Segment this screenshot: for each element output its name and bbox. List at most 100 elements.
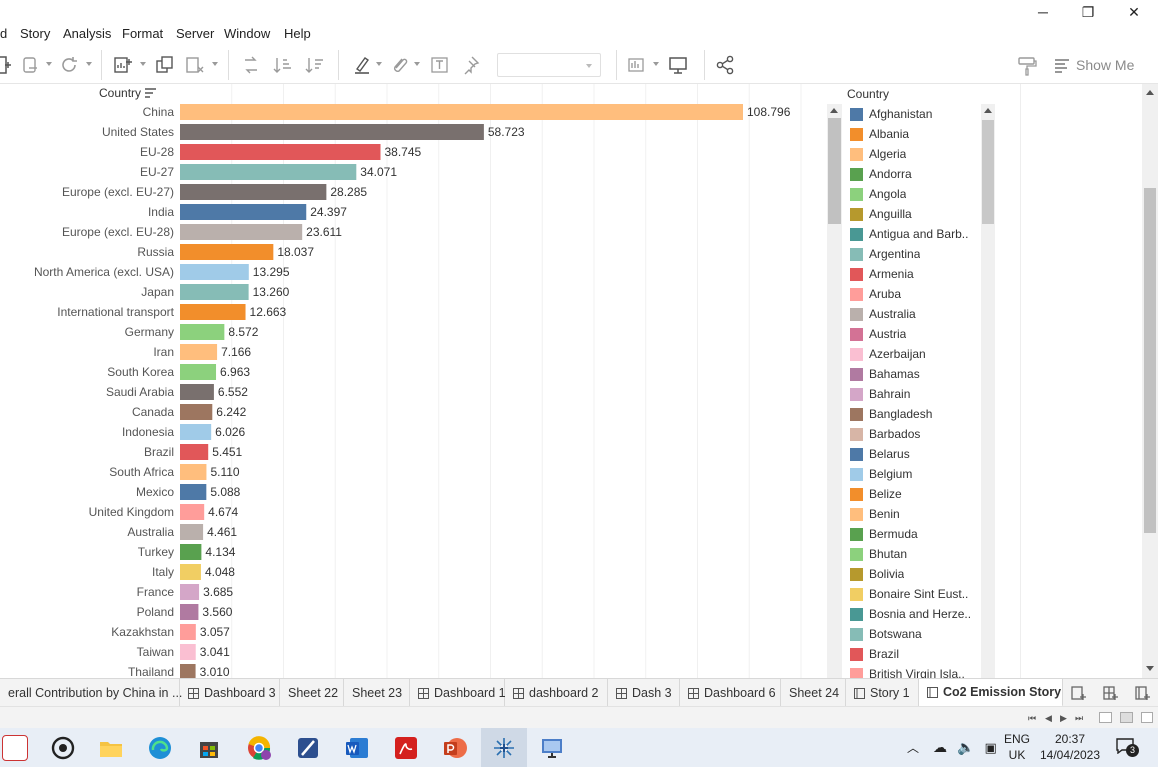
bar[interactable] [180,164,357,180]
volume-icon[interactable]: 🔈 [957,739,975,755]
sheet-tab[interactable]: Story 1 [846,679,919,707]
refresh-icon[interactable] [58,54,80,76]
bar[interactable] [180,264,249,280]
legend-item[interactable]: Brazil [850,644,982,664]
bar[interactable] [180,384,214,400]
menu-item-window[interactable]: Window [224,26,271,41]
menu-item-analysis[interactable]: Analysis [63,26,112,41]
main-vertical-scrollbar[interactable] [1142,84,1158,678]
share-icon[interactable] [714,54,736,76]
legend-item[interactable]: Benin [850,504,982,524]
bar[interactable] [180,664,196,678]
legend-item[interactable]: Bhutan [850,544,982,564]
bar[interactable] [180,444,209,460]
legend-item[interactable]: Antigua and Barb.. [850,224,982,244]
scroll-up-icon[interactable] [830,108,838,113]
restore-button[interactable]: ❐ [1081,4,1095,20]
bar[interactable] [180,424,212,440]
new-sheet-caret-icon[interactable] [140,62,146,66]
calendar-app-icon[interactable] [2,735,28,761]
bar[interactable] [180,644,196,660]
legend-scroll-up-icon[interactable] [984,108,992,113]
new-worksheet-icon[interactable] [0,54,14,76]
menu-item-help[interactable]: Help [284,26,311,41]
tableau-app-icon[interactable] [491,735,517,761]
datasource-caret-icon[interactable] [46,62,52,66]
language-indicator[interactable]: ENG UK [1003,731,1031,763]
legend-scroll-thumb[interactable] [982,120,994,224]
bar[interactable] [180,184,327,200]
legend-item[interactable]: Bahamas [850,364,982,384]
legend-item[interactable]: Botswana [850,624,982,644]
feather-app-icon[interactable] [295,735,321,761]
bar[interactable] [180,604,199,620]
new-sheet-icon[interactable] [112,54,134,76]
bar[interactable] [180,584,200,600]
highlight-icon[interactable] [351,54,373,76]
sheet-tab[interactable]: Dash 3 [608,679,680,707]
minimize-button[interactable]: ─ [1038,4,1048,20]
legend-item[interactable]: Azerbaijan [850,344,982,364]
labels-caret-icon[interactable] [653,62,659,66]
datasource-icon[interactable] [20,54,42,76]
show-labels-icon[interactable] [627,54,649,76]
sheet-tab[interactable]: Sheet 22 [280,679,344,707]
new-dashboard-tab-icon[interactable] [1102,684,1120,702]
legend-item[interactable]: Barbados [850,424,982,444]
system-clock[interactable]: 20:37 14/04/2023 [1036,731,1104,763]
bar[interactable] [180,364,217,380]
bar[interactable] [180,624,196,640]
menu-item-story[interactable]: Story [20,26,51,41]
legend-item[interactable]: Austria [850,324,982,344]
acrobat-reader-icon[interactable] [393,735,419,761]
legend-item[interactable]: Bonaire Sint Eust.. [850,584,982,604]
chrome-browser-icon[interactable] [246,735,272,761]
legend-item[interactable]: Algeria [850,144,982,164]
legend-item[interactable]: Australia [850,304,982,324]
legend-item[interactable]: Argentina [850,244,982,264]
bar[interactable] [180,404,213,420]
sheet-tab[interactable]: Sheet 23 [344,679,410,707]
bar[interactable] [180,344,218,360]
bar[interactable] [180,564,201,580]
notification-center-icon[interactable]: 3 [1116,738,1139,758]
sorter-view-icon[interactable] [1141,712,1153,723]
legend-item[interactable]: Bosnia and Herze.. [850,604,982,624]
main-scroll-thumb[interactable] [1144,188,1156,533]
main-scroll-down-icon[interactable] [1146,666,1154,671]
next-sheet-icon[interactable]: ▶ [1060,713,1067,723]
legend-item[interactable]: Bermuda [850,524,982,544]
bar[interactable] [180,204,307,220]
clear-sheet-icon[interactable] [184,54,206,76]
menu-item-format[interactable]: Format [122,26,164,41]
tab-active-story[interactable]: Co2 Emission Story [919,679,1063,707]
fix-axes-icon[interactable] [460,54,482,76]
chart-scroll-thumb[interactable] [828,118,841,224]
file-explorer-icon[interactable] [98,735,124,761]
sort-descending-icon[interactable] [304,54,326,76]
highlight-caret-icon[interactable] [376,62,382,66]
network-icon[interactable]: ☁ [933,739,948,755]
powerpoint-app-icon[interactable] [442,735,468,761]
show-mark-labels-icon[interactable] [429,54,451,76]
bar[interactable] [180,544,202,560]
legend-item[interactable]: Bolivia [850,564,982,584]
first-sheet-icon[interactable]: ⏮ [1028,713,1037,723]
sheet-tab[interactable]: Sheet 24 [781,679,846,707]
bar[interactable] [180,244,274,260]
legend-scrollbar[interactable] [981,104,995,678]
bar[interactable] [180,104,743,120]
sheet-tab[interactable]: Dashboard 6 [680,679,781,707]
bar[interactable] [180,464,207,480]
legend-item[interactable]: Bangladesh [850,404,982,424]
paint-roller-icon[interactable] [1016,54,1038,76]
new-story-tab-icon[interactable] [1134,684,1152,702]
prev-sheet-icon[interactable]: ◀ [1045,713,1052,723]
duplicate-sheet-icon[interactable] [154,54,176,76]
main-scroll-up-icon[interactable] [1146,90,1154,95]
legend-item[interactable]: Armenia [850,264,982,284]
legend-item[interactable]: Aruba [850,284,982,304]
swap-rows-columns-icon[interactable] [240,54,262,76]
country-field-header[interactable]: Country [99,86,157,100]
bar[interactable] [180,224,303,240]
